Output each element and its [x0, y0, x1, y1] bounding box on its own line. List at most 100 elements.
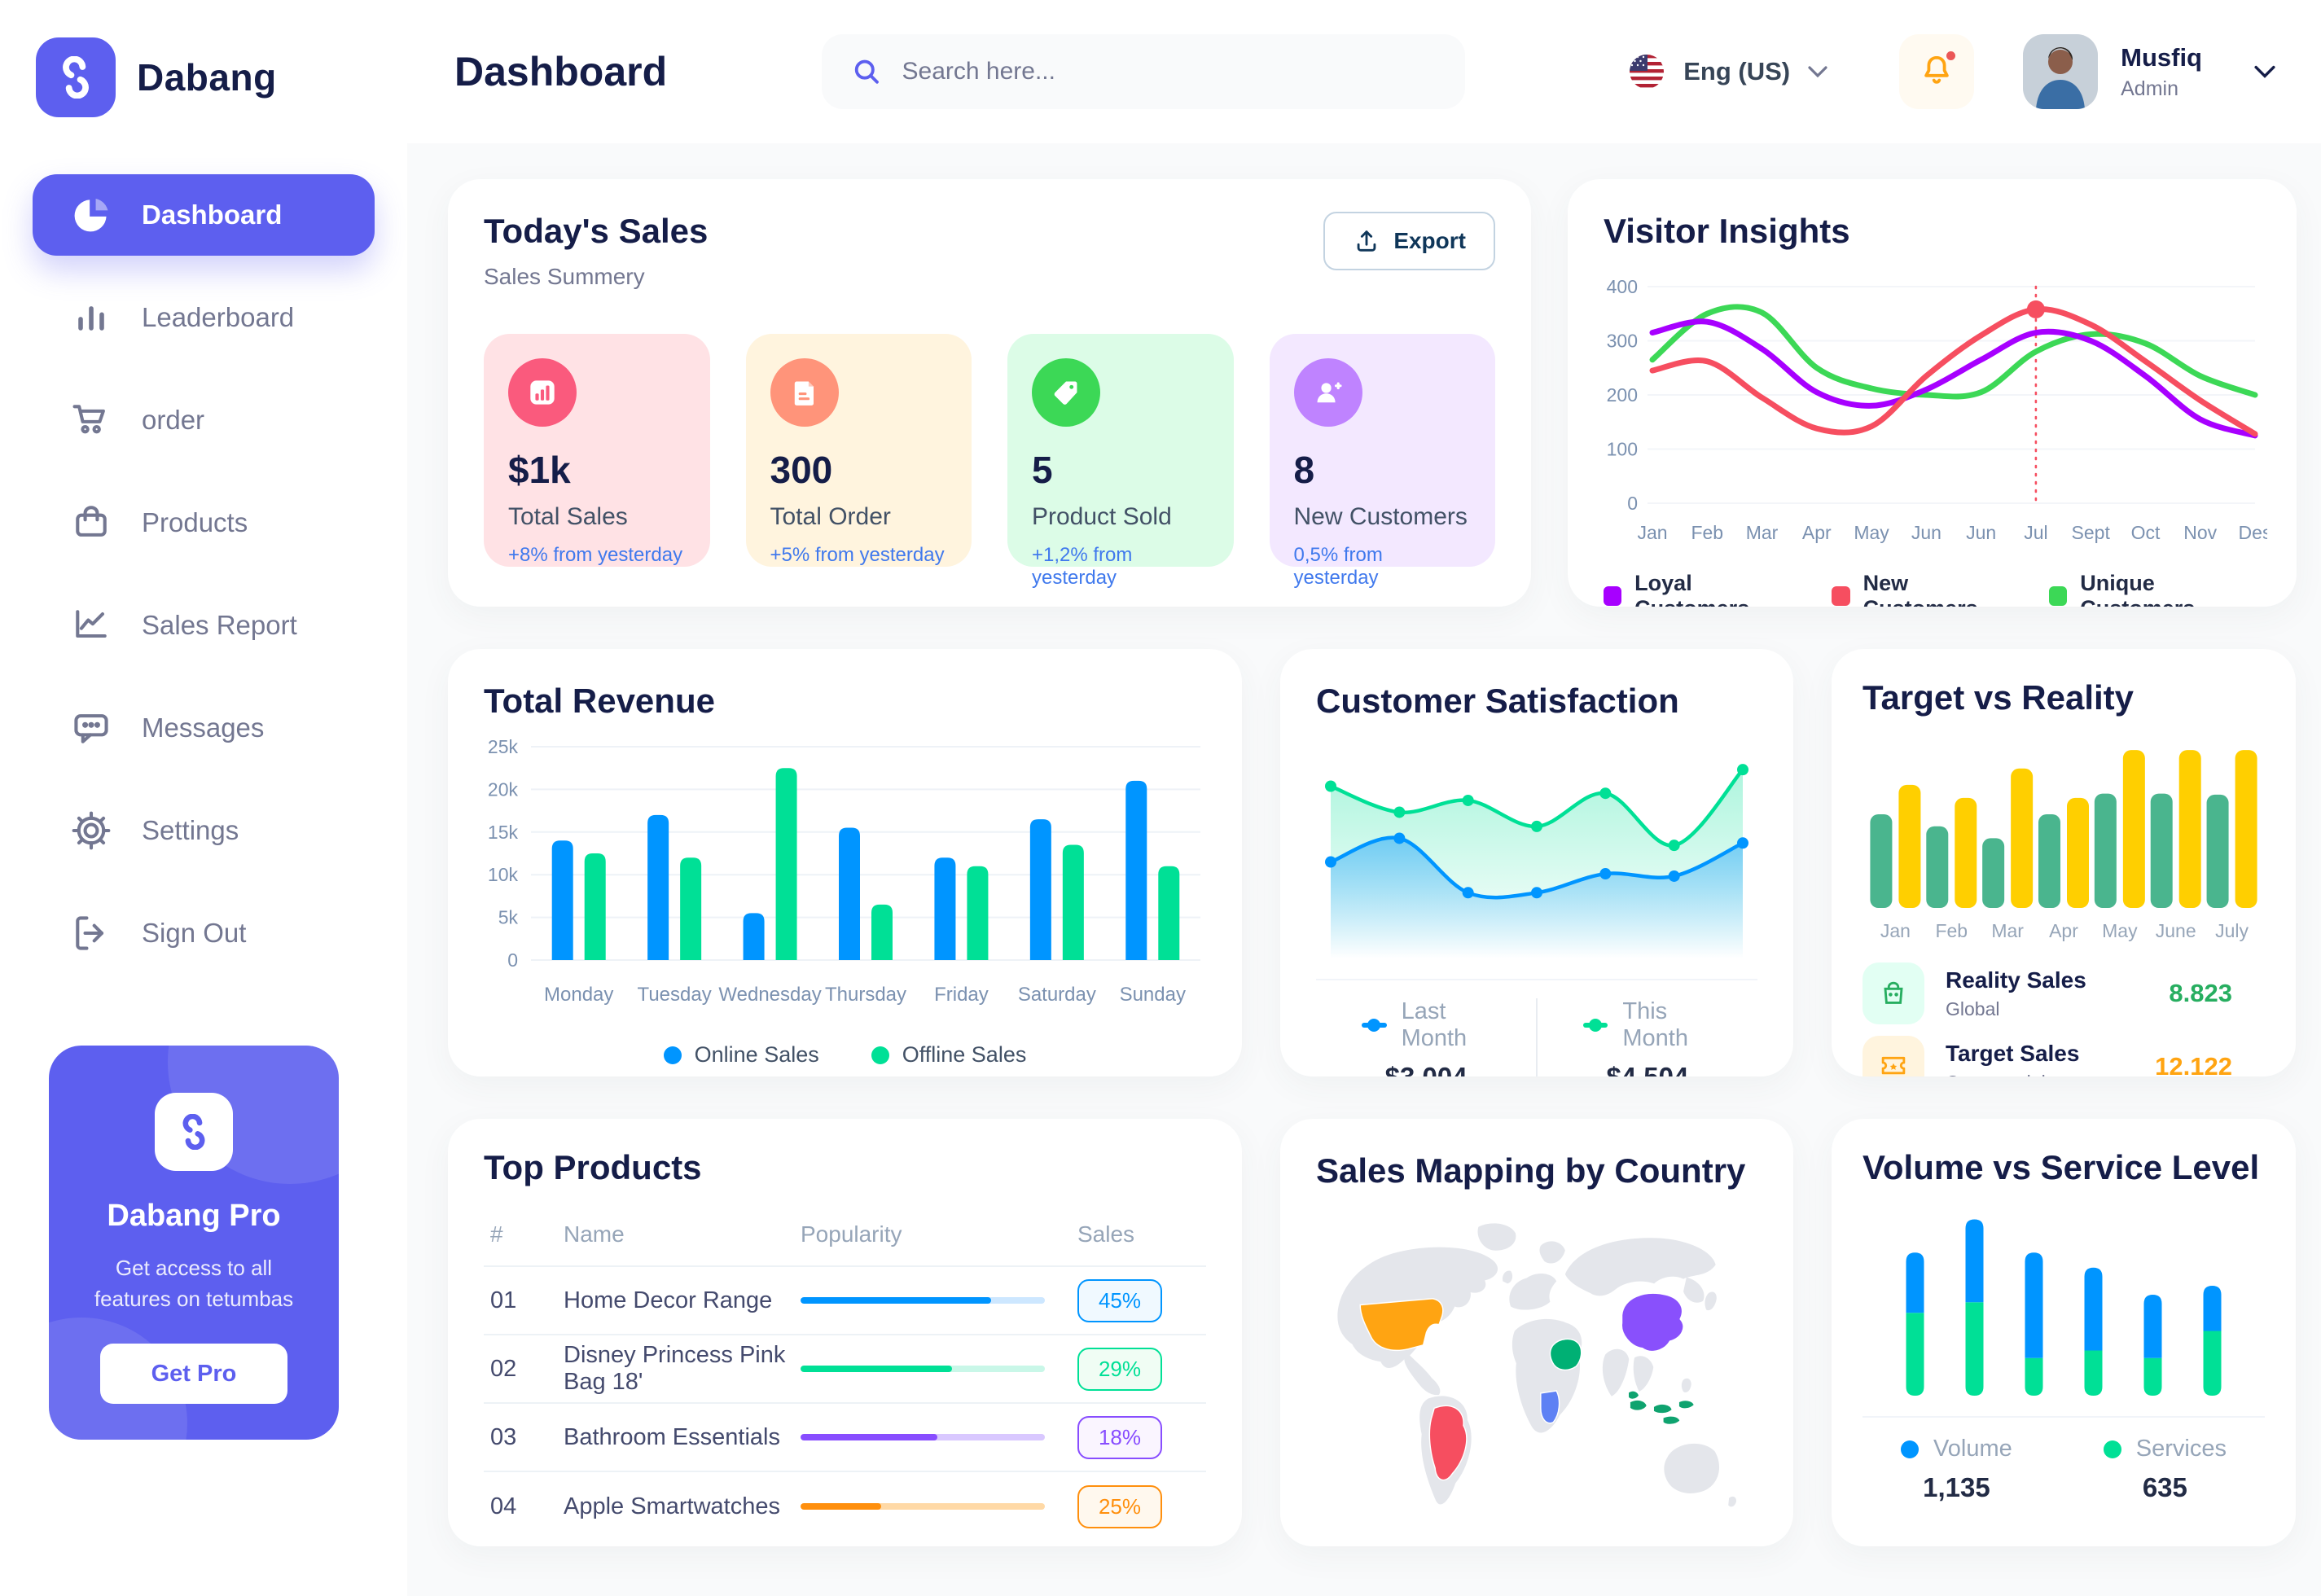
- svg-text:Tuesday: Tuesday: [638, 984, 712, 1006]
- customer-satisfaction-title: Customer Satisfaction: [1316, 682, 1679, 720]
- page-title: Dashboard: [454, 49, 668, 94]
- sidebar-item-label: Products: [142, 507, 248, 537]
- country-dr-congo[interactable]: [1540, 1390, 1560, 1424]
- notifications-button[interactable]: [1899, 34, 1975, 109]
- sales-badge: 29%: [1077, 1347, 1162, 1391]
- ticket-icon: [1863, 1036, 1924, 1076]
- country-united-states[interactable]: [1359, 1298, 1444, 1352]
- svg-text:June: June: [2156, 920, 2196, 941]
- pro-title: Dabang Pro: [107, 1199, 281, 1233]
- country-indonesia[interactable]: [1662, 1415, 1681, 1426]
- svg-text:Oct: Oct: [2131, 522, 2161, 543]
- country-brazil[interactable]: [1428, 1405, 1468, 1481]
- svg-text:5k: 5k: [498, 907, 519, 928]
- user-profile[interactable]: Musfiq Admin: [2023, 34, 2275, 109]
- brand-name: Dabang: [137, 56, 277, 99]
- volume-service-legend: Volume 1,135 Services 635: [1863, 1436, 2265, 1503]
- popularity-bar: [801, 1434, 1045, 1440]
- svg-text:400: 400: [1607, 276, 1638, 297]
- sidebar-item-messages[interactable]: Messages: [33, 687, 375, 769]
- table-row[interactable]: 04 Apple Smartwatches 25%: [484, 1472, 1206, 1541]
- search-input[interactable]: [902, 58, 1437, 86]
- legend-swatch: [1604, 586, 1622, 606]
- stat-label: New Customers: [1293, 503, 1468, 530]
- get-pro-button[interactable]: Get Pro: [100, 1344, 287, 1405]
- pro-upsell-card: Dabang Pro Get access to all features on…: [49, 1046, 339, 1440]
- language-selector[interactable]: Eng (US): [1628, 53, 1827, 90]
- todays-sales-title: Today's Sales: [484, 212, 709, 250]
- total-revenue-chart: 0 5k 10k 15k 20k 25k Monday Tuesday Wednesday Thu…: [488, 736, 1200, 1006]
- country-china[interactable]: [1621, 1292, 1684, 1353]
- svg-text:Jun: Jun: [1966, 522, 1996, 543]
- sidebar-item-sales-report[interactable]: Sales Report: [33, 585, 375, 666]
- dashboard-content: Today's Sales Sales Summery Export: [407, 143, 2321, 1596]
- sidebar-item-label: Dashboard: [142, 200, 283, 230]
- main-area: Dashboard Eng (US): [407, 0, 2321, 1596]
- sales-mapping-card: Sales Mapping by Country: [1280, 1119, 1793, 1546]
- legend-swatch: [1832, 586, 1850, 606]
- user-role: Admin: [2121, 77, 2178, 100]
- us-flag-icon: [1630, 55, 1665, 89]
- svg-text:Sunday: Sunday: [1120, 984, 1186, 1006]
- svg-text:Des: Des: [2239, 522, 2267, 543]
- total-revenue-legend: Online Sales Offline Sales: [484, 1042, 1206, 1068]
- export-button[interactable]: Export: [1323, 212, 1495, 270]
- sales-badge: 18%: [1077, 1415, 1162, 1459]
- brand[interactable]: Dabang: [0, 29, 407, 125]
- target-vs-reality-card: Target vs Reality Jan Feb Mar Apr May June Jul…: [1832, 649, 2296, 1076]
- visitor-insights-card: Visitor Insights 0 100 200 300 400 Jan Feb Mar A…: [1568, 179, 2297, 607]
- stat-card-new-customers: 8 New Customers 0,5% from yesterday: [1269, 334, 1495, 589]
- country-saudi-arabia[interactable]: [1549, 1338, 1582, 1371]
- table-row[interactable]: 03 Bathroom Essentials 18%: [484, 1404, 1206, 1472]
- search-bar[interactable]: [822, 34, 1466, 109]
- stat-value: $1k: [508, 449, 571, 491]
- customer-satisfaction-card: Customer Satisfaction Last Month $3,004 …: [1280, 649, 1793, 1076]
- svg-text:100: 100: [1607, 439, 1638, 460]
- search-icon: [854, 59, 880, 84]
- stat-value: 8: [1293, 449, 1315, 491]
- sidebar-item-sign-out[interactable]: Sign Out: [33, 892, 375, 974]
- country-indonesia[interactable]: [1629, 1399, 1648, 1412]
- product-name: Bathroom Essentials: [564, 1423, 780, 1450]
- sidebar-item-order[interactable]: order: [33, 379, 375, 461]
- table-header: # Name Popularity Sales: [484, 1210, 1206, 1267]
- country-indonesia[interactable]: [1627, 1390, 1640, 1401]
- sidebar-item-label: Settings: [142, 815, 239, 845]
- target-vs-reality-legend: Reality Sales Global 8.823 Target Sales: [1863, 962, 2265, 1076]
- reality-sales-value: 8.823: [2169, 979, 2232, 1007]
- country-indonesia[interactable]: [1678, 1399, 1696, 1410]
- sidebar-item-leaderboard[interactable]: Leaderboard: [33, 277, 375, 358]
- target-sales-value: 12.122: [2155, 1052, 2232, 1076]
- popularity-bar: [801, 1366, 1045, 1372]
- legend-dot: [871, 1046, 889, 1064]
- legend-dot: [1901, 1440, 1920, 1458]
- sidebar-item-label: Messages: [142, 712, 265, 743]
- country-indonesia[interactable]: [1652, 1403, 1674, 1414]
- table-row[interactable]: 02 Disney Princess Pink Bag 18' 29%: [484, 1335, 1206, 1404]
- todays-sales-subtitle: Sales Summery: [484, 264, 645, 289]
- legend-swatch: [2049, 586, 2068, 606]
- sidebar-item-dashboard[interactable]: Dashboard: [33, 174, 375, 256]
- legend-dot: [663, 1046, 682, 1064]
- visitor-insights-legend: Loyal Customers New Customers Unique Cus…: [1604, 571, 2261, 607]
- sidebar: Dabang Dashboard Leaderboard ord: [0, 0, 407, 1596]
- sign-out-icon: [76, 916, 104, 950]
- svg-text:Jan: Jan: [1880, 920, 1911, 941]
- svg-text:Jun: Jun: [1911, 522, 1941, 543]
- svg-text:15k: 15k: [488, 822, 519, 843]
- svg-text:Mar: Mar: [1991, 920, 2024, 941]
- top-bar: Dashboard Eng (US): [407, 0, 2321, 143]
- stat-label: Total Sales: [508, 503, 628, 530]
- divider: [1536, 998, 1538, 1076]
- sidebar-item-products[interactable]: Products: [33, 482, 375, 563]
- legend-row-target: Target Sales Commercial 12.122: [1863, 1036, 2265, 1076]
- sales-mapping-title: Sales Mapping by Country: [1316, 1151, 1746, 1190]
- stat-value: 5: [1032, 449, 1053, 491]
- sidebar-item-settings[interactable]: Settings: [33, 790, 375, 871]
- product-name: Disney Princess Pink Bag 18': [564, 1342, 786, 1395]
- table-row[interactable]: 01 Home Decor Range 45%: [484, 1267, 1206, 1335]
- svg-text:Jan: Jan: [1637, 522, 1667, 543]
- visitor-insights-title: Visitor Insights: [1604, 212, 1850, 250]
- stat-delta: 0,5% from yesterday: [1293, 544, 1383, 589]
